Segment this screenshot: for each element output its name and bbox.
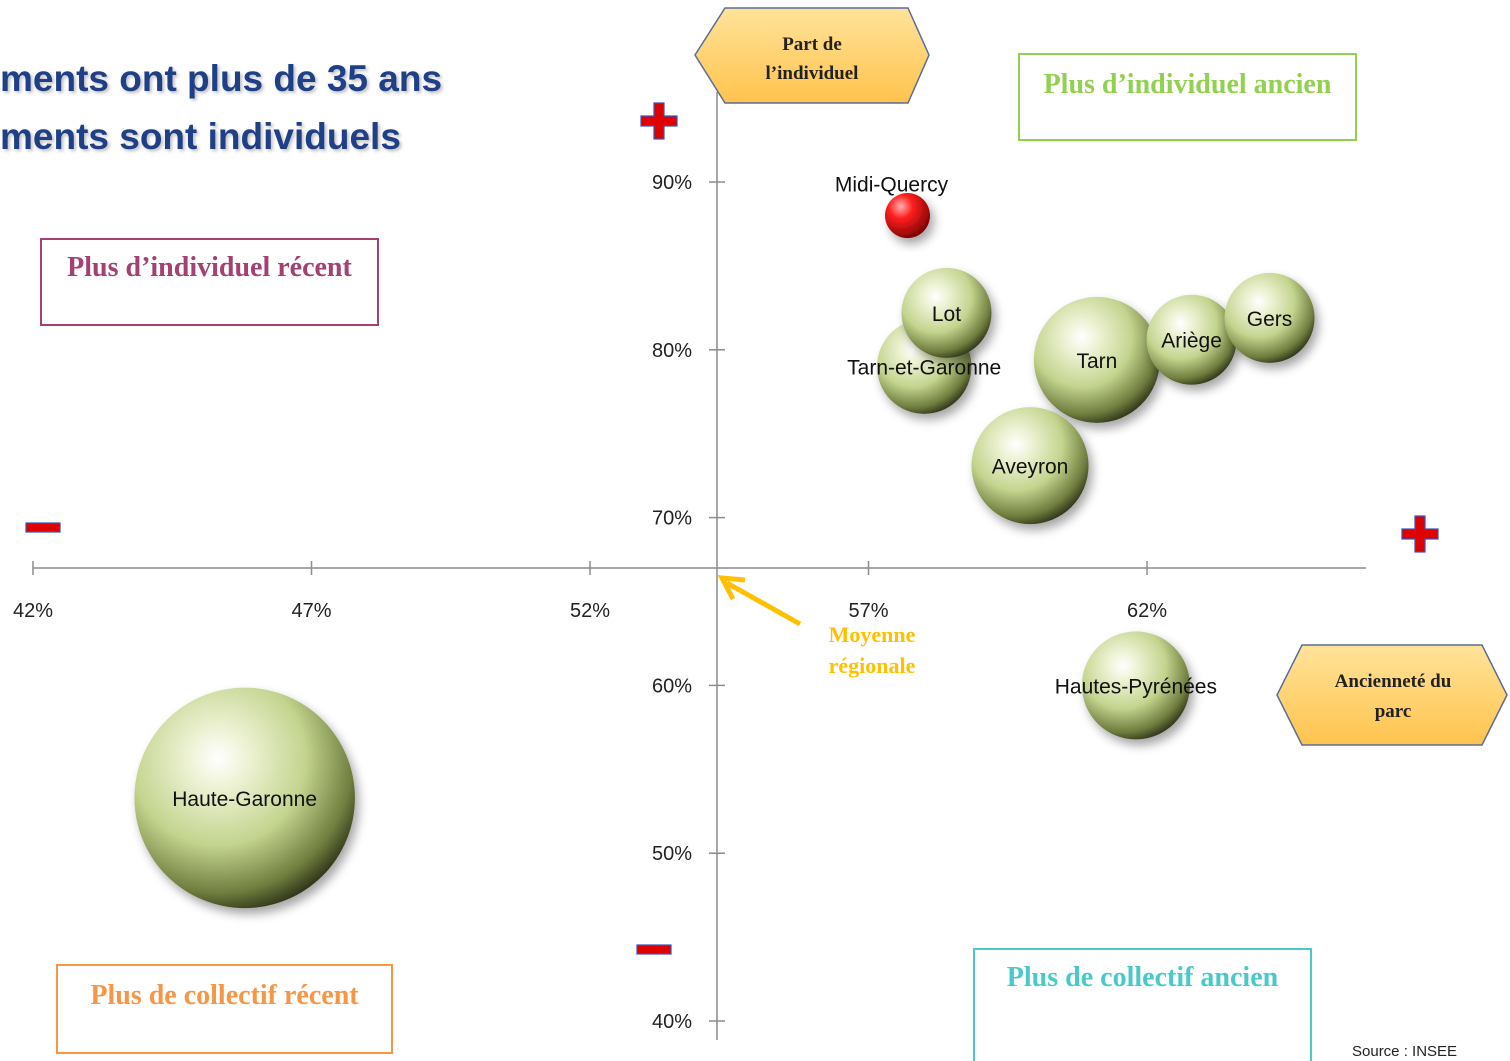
bubble-tarn <box>1033 296 1160 423</box>
title-line-2: ments sont individuels <box>0 116 401 157</box>
x-plus-icon <box>1401 515 1439 553</box>
y-tick-label: 40% <box>652 1011 692 1033</box>
source-note: Source : INSEE <box>1352 1043 1458 1060</box>
y-ticks: 40% 50% 60% 70% 80% 90% <box>652 172 725 1033</box>
y-tick-label: 80% <box>652 340 692 362</box>
average-label-line-1: Moyenne <box>829 622 916 647</box>
title-line-1: ments ont plus de 35 ans <box>0 58 443 99</box>
quadrant-top-left: Plus d’individuel récent <box>40 238 379 326</box>
x-ticks: 42% 47% 52% 57% 62% <box>13 561 1167 622</box>
bubble-ari-ge <box>1146 294 1237 385</box>
x-axis-tag-line-2: parc <box>1375 701 1412 722</box>
y-tick-label: 60% <box>652 675 692 697</box>
axes <box>33 92 1366 1040</box>
y-axis-tag-line-1: Part de <box>782 34 842 55</box>
bubble-label: Tarn-et-Garonne <box>847 357 1001 380</box>
bubbles <box>134 193 1315 909</box>
bubble-label: Gers <box>1247 308 1293 331</box>
bubble-label: Tarn <box>1076 350 1117 373</box>
average-marker: Moyenne régionale <box>717 575 916 678</box>
x-axis-tag-line-1: Ancienneté du <box>1335 671 1452 692</box>
quadrant-bottom-left: Plus de collectif récent <box>56 964 393 1054</box>
bubble-aveyron <box>971 407 1089 525</box>
x-axis-tag: Ancienneté du parc <box>1276 644 1508 746</box>
bubble-label: Ariège <box>1161 330 1222 353</box>
y-tick-label: 50% <box>652 843 692 865</box>
x-minus-icon <box>25 522 61 533</box>
x-tick-label: 62% <box>1127 600 1167 622</box>
bubble-hautes-pyr-n-es <box>1081 631 1190 740</box>
bubble-label: Lot <box>932 303 961 326</box>
y-tick-label: 90% <box>652 172 692 194</box>
bubble-lot <box>901 267 992 358</box>
bubble-label: Midi-Quercy <box>835 174 949 197</box>
quadrant-bottom-right: Plus de collectif ancien <box>973 948 1312 1061</box>
x-tick-label: 42% <box>13 600 53 622</box>
bubble-label: Aveyron <box>992 456 1069 479</box>
x-tick-label: 57% <box>848 600 888 622</box>
bubble-haute-garonne <box>134 687 355 909</box>
y-minus-icon <box>636 944 672 955</box>
bubble-label: Hautes-Pyrénées <box>1055 675 1217 698</box>
bubble-label: Haute-Garonne <box>172 788 317 811</box>
y-axis-tag-line-2: l’individuel <box>766 63 859 84</box>
x-tick-label: 47% <box>291 600 331 622</box>
x-tick-label: 52% <box>570 600 610 622</box>
quadrant-top-right: Plus d’individuel ancien <box>1018 53 1357 141</box>
y-tick-label: 70% <box>652 508 692 530</box>
average-label-line-2: régionale <box>829 653 916 678</box>
plus-minus-markers <box>25 102 1439 955</box>
bubble-labels: Midi-Quercy Lot Tarn-et-Garonne Tarn Ariège G… <box>172 174 1292 811</box>
y-axis-tag: Part de l’individuel <box>694 7 930 104</box>
bubble-midi-quercy <box>884 193 930 239</box>
y-plus-icon <box>640 102 678 140</box>
bubble-gers <box>1224 272 1315 363</box>
